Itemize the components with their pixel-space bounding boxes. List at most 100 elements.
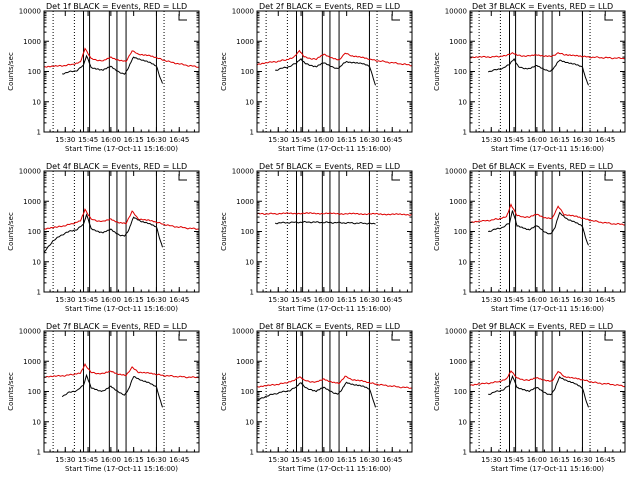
x-tick-label: 15:45 — [78, 296, 98, 304]
y-tick-label: 10000 — [445, 8, 467, 16]
x-tick-label: 16:15 — [550, 136, 570, 144]
series-line-events — [488, 374, 589, 408]
panel-title: Det 1f BLACK = Events, RED = LLD — [46, 2, 187, 11]
plot-frame — [256, 170, 413, 293]
x-tick-label: 15:45 — [78, 456, 98, 464]
x-tick-label: 16:00 — [527, 296, 547, 304]
x-tick-label: 16:15 — [337, 296, 357, 304]
y-tick-label: 100 — [241, 68, 254, 76]
y-tick-label: 1000 — [449, 198, 467, 206]
x-tick-label: 15:30 — [268, 456, 288, 464]
x-axis-label: Start Time (17-Oct-11 15:16:00) — [65, 145, 178, 153]
x-tick-label: 16:15 — [337, 136, 357, 144]
x-tick-label: 15:45 — [291, 296, 311, 304]
x-tick-label: 16:00 — [101, 296, 121, 304]
y-tick-label: 1000 — [23, 358, 41, 366]
plot-frame — [43, 10, 200, 133]
panel-title: Det 6f BLACK = Events, RED = LLD — [472, 162, 613, 171]
plot-frame — [469, 170, 626, 293]
series-line-events — [274, 220, 376, 225]
x-tick-label: 16:00 — [101, 456, 121, 464]
y-tick-label: 1 — [250, 449, 254, 457]
x-tick-label: 16:30 — [359, 456, 379, 464]
y-tick-label: 10000 — [19, 168, 41, 176]
x-axis-label: Start Time (17-Oct-11 15:16:00) — [491, 465, 604, 473]
detector-panel-4: Det 4f BLACK = Events, RED = LLD 1 10 100 10… — [7, 162, 200, 313]
y-tick-label: 10 — [458, 98, 467, 106]
series-line-lld — [256, 212, 412, 216]
y-tick-label: 100 — [454, 68, 467, 76]
x-axis-label: Start Time (17-Oct-11 15:16:00) — [278, 465, 391, 473]
y-tick-label: 1000 — [449, 358, 467, 366]
corner-bracket-marker — [178, 174, 187, 181]
series-line-events — [43, 213, 163, 253]
y-tick-label: 1000 — [236, 358, 254, 366]
x-tick-label: 15:45 — [291, 456, 311, 464]
detector-panel-6: Det 6f BLACK = Events, RED = LLD 1 10 100 10… — [433, 162, 626, 313]
x-tick-label: 16:15 — [124, 456, 144, 464]
x-axis-label: Start Time (17-Oct-11 15:16:00) — [278, 305, 391, 313]
x-tick-label: 15:45 — [291, 136, 311, 144]
x-tick-label: 16:15 — [124, 136, 144, 144]
x-tick-label: 16:45 — [382, 456, 402, 464]
x-tick-label: 16:00 — [101, 136, 121, 144]
y-tick-label: 100 — [241, 228, 254, 236]
x-tick-label: 16:00 — [527, 456, 547, 464]
corner-bracket-marker — [178, 334, 187, 341]
series-line-events — [61, 373, 163, 408]
x-tick-label: 15:30 — [481, 136, 501, 144]
x-tick-label: 16:00 — [314, 456, 334, 464]
x-tick-label: 15:45 — [504, 296, 524, 304]
x-tick-label: 16:30 — [146, 136, 166, 144]
x-tick-label: 16:45 — [169, 136, 189, 144]
y-tick-label: 10 — [245, 98, 254, 106]
x-tick-label: 16:30 — [146, 456, 166, 464]
y-tick-label: 1000 — [23, 198, 41, 206]
x-tick-label: 15:30 — [268, 296, 288, 304]
x-tick-label: 15:30 — [481, 296, 501, 304]
detector-panel-9: Det 9f BLACK = Events, RED = LLD 1 10 100 10… — [433, 322, 626, 473]
y-tick-label: 100 — [28, 68, 41, 76]
x-tick-label: 16:45 — [595, 296, 615, 304]
corner-bracket-marker — [178, 14, 187, 21]
x-tick-label: 16:00 — [314, 136, 334, 144]
plot-frame — [43, 330, 200, 453]
y-tick-label: 100 — [454, 228, 467, 236]
y-tick-label: 1 — [250, 129, 254, 137]
y-axis-label: Counts/sec — [7, 52, 15, 91]
corner-bracket-marker — [604, 14, 613, 21]
series-line-events — [256, 381, 376, 408]
panel-title: Det 7f BLACK = Events, RED = LLD — [46, 322, 187, 331]
corner-bracket-marker — [604, 174, 613, 181]
x-tick-label: 16:15 — [337, 456, 357, 464]
series-line-lld — [469, 370, 626, 388]
plot-frame — [256, 10, 413, 133]
x-tick-label: 16:15 — [550, 456, 570, 464]
y-tick-label: 100 — [28, 388, 41, 396]
x-axis-label: Start Time (17-Oct-11 15:16:00) — [65, 465, 178, 473]
y-tick-label: 1 — [37, 129, 41, 137]
y-tick-label: 10 — [32, 98, 41, 106]
x-axis-label: Start Time (17-Oct-11 15:16:00) — [278, 145, 391, 153]
plot-frame — [43, 170, 200, 293]
x-tick-label: 16:15 — [550, 296, 570, 304]
series-line-events — [275, 58, 376, 86]
x-tick-label: 16:30 — [359, 136, 379, 144]
y-tick-label: 10000 — [232, 8, 254, 16]
y-tick-label: 10000 — [445, 328, 467, 336]
y-axis-label: Counts/sec — [220, 52, 228, 91]
y-tick-label: 10000 — [232, 328, 254, 336]
x-tick-label: 16:15 — [124, 296, 144, 304]
x-tick-label: 15:30 — [481, 456, 501, 464]
y-tick-label: 1000 — [236, 38, 254, 46]
x-tick-label: 16:45 — [169, 456, 189, 464]
x-axis-label: Start Time (17-Oct-11 15:16:00) — [491, 305, 604, 313]
x-tick-label: 16:00 — [314, 296, 334, 304]
x-tick-label: 16:30 — [146, 296, 166, 304]
panel-title: Det 3f BLACK = Events, RED = LLD — [472, 2, 613, 11]
x-tick-label: 16:45 — [382, 296, 402, 304]
y-axis-label: Counts/sec — [220, 212, 228, 251]
y-tick-label: 100 — [454, 388, 467, 396]
series-line-lld — [43, 208, 200, 230]
y-tick-label: 10 — [32, 418, 41, 426]
